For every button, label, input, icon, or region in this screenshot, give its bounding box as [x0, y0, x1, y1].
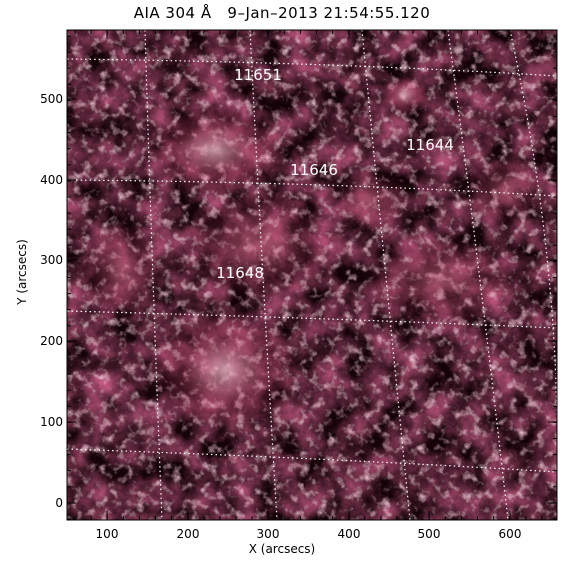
x-tick-label: 100 — [96, 527, 119, 541]
x-tick-label: 500 — [418, 527, 441, 541]
x-tick-label: 600 — [499, 527, 522, 541]
y-tick-label: 200 — [40, 334, 63, 348]
solar-image — [67, 30, 557, 520]
y-tick-label: 300 — [40, 253, 63, 267]
grid-line — [509, 30, 557, 470]
y-axis-label: Y (arcsecs) — [15, 239, 29, 305]
y-tick-label: 100 — [40, 415, 63, 429]
active-region-label: 11648 — [216, 264, 264, 282]
active-region-label: 11651 — [234, 66, 282, 84]
x-tick-label: 300 — [257, 527, 280, 541]
heliographic-grid — [67, 30, 557, 520]
grid-line — [361, 30, 411, 520]
x-tick-label: 200 — [177, 527, 200, 541]
axis-ticks: 100 200 300 400 500 600 0 100 200 300 400 500 — [40, 30, 557, 541]
active-region-label: 11644 — [406, 136, 454, 154]
y-tick-label: 0 — [55, 496, 63, 510]
image-title: AIA 304 Å 9–Jan–2013 21:54:55.120 — [133, 4, 431, 22]
grid-line — [447, 30, 509, 520]
active-region-label: 11646 — [290, 161, 338, 179]
x-axis-label: X (arcsecs) — [248, 542, 316, 556]
active-region-labels: 11651 11646 11644 11648 — [216, 66, 454, 282]
y-tick-label: 500 — [40, 92, 63, 106]
y-tick-label: 400 — [40, 173, 63, 187]
plot-frame — [66, 29, 558, 521]
x-tick-label: 400 — [338, 527, 361, 541]
